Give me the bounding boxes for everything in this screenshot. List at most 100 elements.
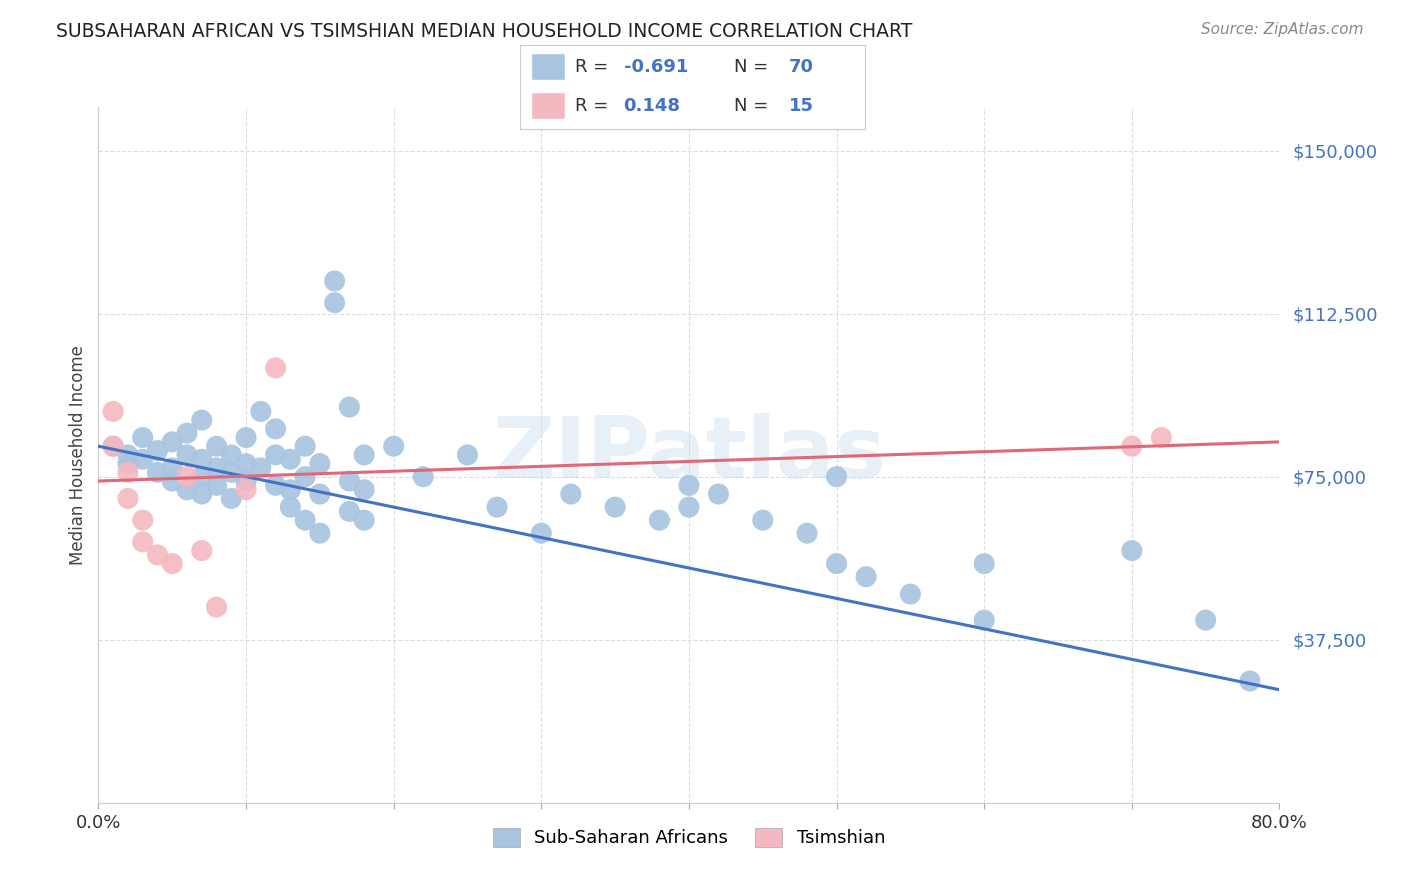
Text: N =: N = [734,96,773,114]
Point [176,483,198,497]
Point [309,487,332,501]
Point [855,570,877,584]
Point [264,448,287,462]
Point [973,557,995,571]
Point [176,469,198,483]
Text: N =: N = [734,58,773,76]
Point [162,474,183,488]
Point [278,500,302,514]
Point [382,439,405,453]
Point [337,504,360,518]
Point [205,600,228,615]
Point [309,526,332,541]
Point [205,478,228,492]
Point [235,483,257,497]
Point [219,491,242,506]
Point [219,466,242,480]
Point [117,457,139,471]
Text: R =: R = [575,58,614,76]
FancyBboxPatch shape [530,92,565,120]
Point [132,513,155,527]
Point [456,448,478,462]
Point [278,452,302,467]
Point [264,478,287,492]
Point [146,466,169,480]
Point [337,400,360,414]
Point [678,478,700,492]
Text: ZIPatlas: ZIPatlas [492,413,886,497]
Point [294,469,316,483]
Y-axis label: Median Household Income: Median Household Income [69,345,87,565]
Point [337,474,360,488]
Point [162,461,183,475]
Point [530,526,553,541]
Point [278,483,302,497]
Text: -0.691: -0.691 [624,58,688,76]
Point [235,431,257,445]
Point [117,466,139,480]
Point [264,422,287,436]
Text: Source: ZipAtlas.com: Source: ZipAtlas.com [1201,22,1364,37]
Point [191,413,214,427]
Point [825,469,848,483]
Point [191,452,214,467]
Point [323,274,346,288]
Point [103,404,125,418]
Point [235,457,257,471]
Point [132,452,155,467]
Point [1195,613,1218,627]
Point [146,443,169,458]
Point [191,469,214,483]
Point [1150,431,1173,445]
Point [191,543,214,558]
Text: 15: 15 [789,96,814,114]
Point [294,439,316,453]
Point [678,500,700,514]
Point [117,448,139,462]
Point [103,439,125,453]
Point [146,548,169,562]
Point [825,557,848,571]
Point [162,557,183,571]
Text: 0.148: 0.148 [624,96,681,114]
Point [1239,674,1261,689]
Point [294,513,316,527]
Text: SUBSAHARAN AFRICAN VS TSIMSHIAN MEDIAN HOUSEHOLD INCOME CORRELATION CHART: SUBSAHARAN AFRICAN VS TSIMSHIAN MEDIAN H… [56,22,912,41]
Point [605,500,627,514]
Point [205,439,228,453]
Point [1121,543,1143,558]
Point [176,426,198,441]
Point [1121,439,1143,453]
Point [412,469,434,483]
Point [162,434,183,449]
Point [648,513,671,527]
Point [323,295,346,310]
Point [235,474,257,488]
Point [796,526,818,541]
Point [264,361,287,376]
Point [560,487,582,501]
Point [103,439,125,453]
Point [707,487,730,501]
Point [250,461,273,475]
Legend: Sub-Saharan Africans, Tsimshian: Sub-Saharan Africans, Tsimshian [484,819,894,856]
Point [353,513,375,527]
Point [191,487,214,501]
FancyBboxPatch shape [530,54,565,80]
Point [117,491,139,506]
Point [205,461,228,475]
Point [973,613,995,627]
Text: R =: R = [575,96,614,114]
Point [219,448,242,462]
Point [309,457,332,471]
Point [353,483,375,497]
Point [900,587,922,601]
Point [486,500,509,514]
Point [751,513,773,527]
Point [132,431,155,445]
Point [132,535,155,549]
Point [176,448,198,462]
Text: 70: 70 [789,58,814,76]
Point [250,404,273,418]
Point [353,448,375,462]
